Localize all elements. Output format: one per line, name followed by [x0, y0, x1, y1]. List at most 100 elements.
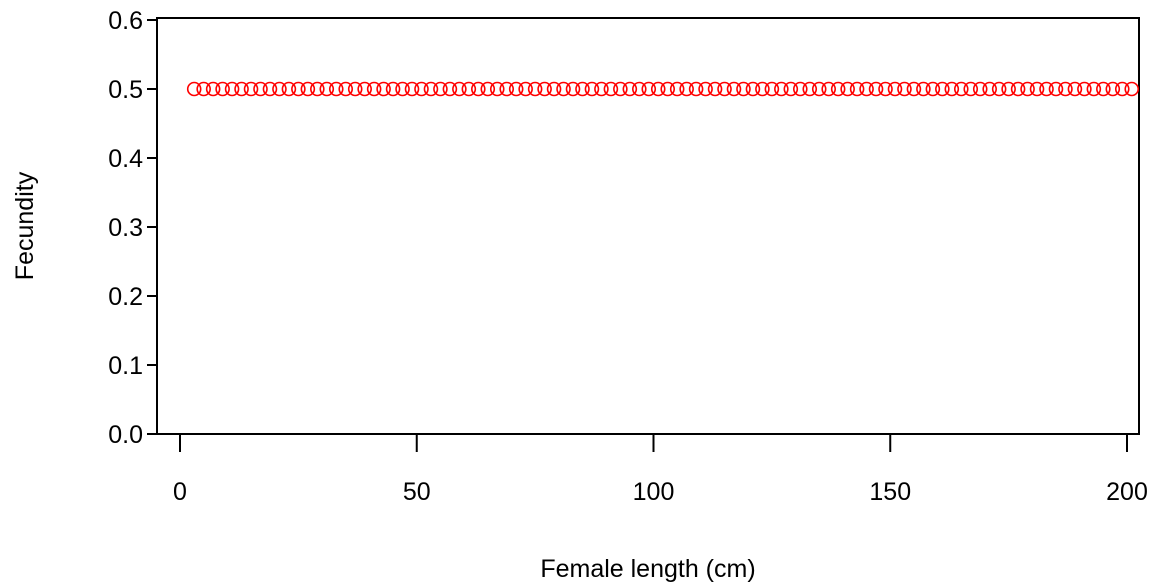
data-point	[518, 81, 533, 97]
data-point	[868, 81, 884, 97]
data-point	[584, 81, 600, 97]
data-point	[802, 81, 818, 97]
data-point	[1086, 81, 1102, 97]
data-point	[395, 81, 410, 97]
y-tick-label: 0.6	[108, 7, 143, 35]
y-tick-label: 0.0	[108, 421, 143, 449]
data-point	[953, 81, 969, 97]
data-point	[262, 81, 278, 97]
data-point	[1010, 81, 1026, 97]
data-point	[622, 81, 638, 97]
data-point	[1001, 81, 1016, 97]
data-point	[300, 81, 316, 97]
data-point	[792, 81, 808, 97]
data-point	[745, 81, 761, 97]
data-point	[385, 81, 401, 97]
data-point	[281, 81, 297, 97]
x-tick-label: 150	[869, 478, 911, 506]
data-point	[982, 81, 997, 97]
data-point	[679, 81, 694, 97]
data-point	[726, 81, 742, 97]
x-tick-label: 200	[1106, 478, 1148, 506]
data-point	[1039, 81, 1054, 97]
x-tick-label: 50	[403, 478, 431, 506]
data-point	[707, 81, 723, 97]
data-point	[925, 81, 941, 97]
data-point	[1058, 81, 1073, 97]
data-point	[253, 81, 268, 97]
data-point	[603, 81, 619, 97]
data-point	[366, 81, 382, 97]
y-axis-title: Fecundity	[11, 171, 39, 280]
data-point	[916, 81, 931, 97]
data-point	[480, 81, 496, 97]
data-point	[1077, 81, 1092, 97]
data-point	[347, 81, 363, 97]
y-tick-label: 0.1	[108, 352, 143, 380]
data-point	[764, 81, 780, 97]
data-point	[878, 81, 893, 97]
data-point	[906, 81, 922, 97]
data-point	[565, 81, 581, 97]
data-point	[849, 81, 865, 97]
data-point	[575, 81, 590, 97]
y-tick-label: 0.2	[108, 283, 143, 311]
data-point	[1020, 81, 1035, 97]
data-point	[196, 81, 211, 97]
data-point	[243, 81, 259, 97]
data-point	[442, 81, 458, 97]
data-point	[357, 81, 372, 97]
data-point	[660, 81, 676, 97]
data-point	[452, 81, 467, 97]
data-point	[972, 81, 988, 97]
data-point	[489, 81, 505, 97]
data-point	[641, 81, 657, 97]
data-point	[1096, 81, 1111, 97]
x-axis-title: Female length (cm)	[540, 555, 755, 583]
y-tick-label: 0.3	[108, 214, 143, 242]
data-points	[186, 81, 1140, 97]
data-point	[688, 81, 704, 97]
data-point	[897, 81, 912, 97]
data-point	[717, 81, 732, 97]
x-axis: 0 50 100 150 200	[173, 433, 1148, 506]
data-point	[1105, 81, 1121, 97]
data-point	[944, 81, 960, 97]
data-point	[669, 81, 685, 97]
data-point	[736, 81, 751, 97]
data-point	[319, 81, 335, 97]
data-point	[186, 81, 202, 97]
data-point	[821, 81, 836, 97]
data-point	[376, 81, 391, 97]
data-point	[1029, 81, 1045, 97]
data-point	[650, 81, 666, 97]
data-point	[783, 81, 799, 97]
data-point	[205, 81, 221, 97]
data-point	[935, 81, 950, 97]
data-point	[840, 81, 855, 97]
data-point	[887, 81, 903, 97]
data-point	[811, 81, 827, 97]
data-point	[631, 81, 647, 97]
data-point	[830, 81, 846, 97]
data-point	[471, 81, 486, 97]
data-point	[291, 81, 306, 97]
data-point	[537, 81, 552, 97]
data-point	[1114, 81, 1130, 97]
data-point	[527, 81, 543, 97]
data-point	[215, 81, 230, 97]
data-point	[508, 81, 524, 97]
data-point	[991, 81, 1007, 97]
data-point	[963, 81, 979, 97]
data-point	[433, 81, 448, 97]
data-point	[556, 81, 571, 97]
data-point	[404, 81, 420, 97]
data-point	[594, 81, 609, 97]
data-point	[774, 81, 789, 97]
data-point	[224, 81, 240, 97]
data-point	[338, 81, 354, 97]
data-point	[1067, 81, 1083, 97]
data-point	[414, 81, 429, 97]
data-point	[755, 81, 770, 97]
